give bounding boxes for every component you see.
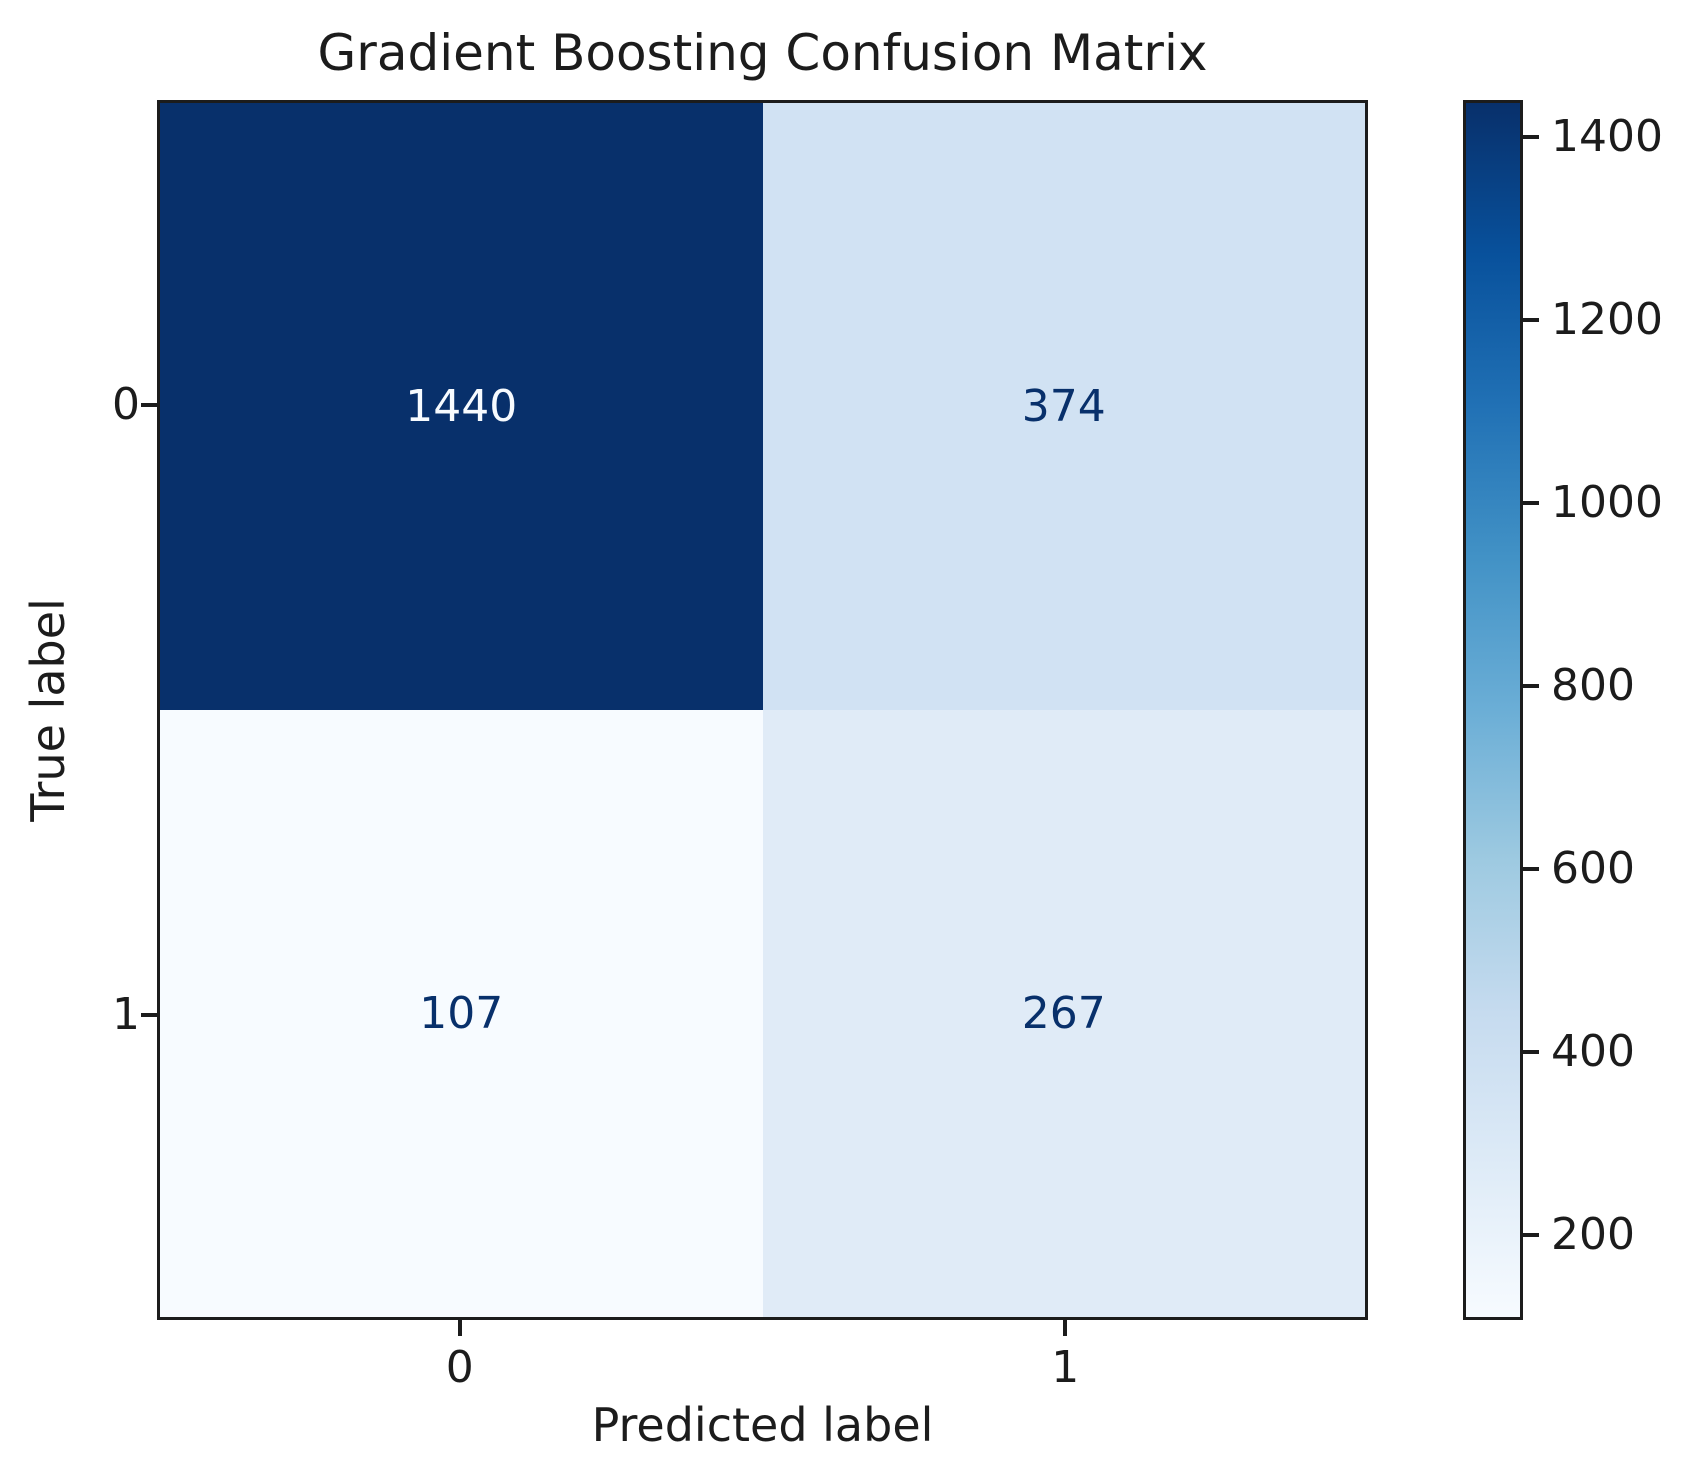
matrix-cell-true0-pred0: 1440 xyxy=(160,103,763,710)
colorbar-tick-label: 1000 xyxy=(1551,476,1663,528)
colorbar-tick-mark xyxy=(1523,134,1539,139)
colorbar-tick-mark xyxy=(1523,1232,1539,1237)
colorbar-tick-mark xyxy=(1523,317,1539,322)
y-tick-mark xyxy=(141,1013,157,1017)
y-tick-label: 1 xyxy=(112,989,140,1040)
chart-title: Gradient Boosting Confusion Matrix xyxy=(317,24,1208,82)
colorbar-tick-label: 1200 xyxy=(1551,293,1663,345)
x-tick-label: 1 xyxy=(1051,1342,1080,1393)
y-tick-label: 0 xyxy=(112,379,140,430)
matrix-cell-true1-pred0: 107 xyxy=(160,710,763,1317)
colorbar-tick-mark xyxy=(1523,500,1539,505)
colorbar-tick-label: 600 xyxy=(1551,842,1635,894)
colorbar-tick-label: 400 xyxy=(1551,1025,1635,1077)
heatmap-plot-area: 1440 374 107 267 xyxy=(157,100,1368,1320)
colorbar-tick-mark xyxy=(1523,1049,1539,1054)
matrix-cell-true0-pred1: 374 xyxy=(762,103,1365,710)
colorbar-tick-label: 200 xyxy=(1551,1208,1635,1260)
x-tick-mark xyxy=(457,1320,462,1336)
colorbar-tick-mark xyxy=(1523,683,1539,688)
colorbar-tick-label: 800 xyxy=(1551,659,1635,711)
colorbar xyxy=(1463,100,1523,1320)
x-tick-mark xyxy=(1063,1320,1068,1336)
matrix-cell-true1-pred1: 267 xyxy=(762,710,1365,1317)
colorbar-tick-label: 1400 xyxy=(1551,110,1663,162)
y-tick-mark xyxy=(141,403,157,407)
x-axis-title: Predicted label xyxy=(591,1398,934,1452)
y-axis-title: True label xyxy=(21,598,75,822)
x-tick-label: 0 xyxy=(445,1342,474,1393)
colorbar-tick-mark xyxy=(1523,866,1539,871)
